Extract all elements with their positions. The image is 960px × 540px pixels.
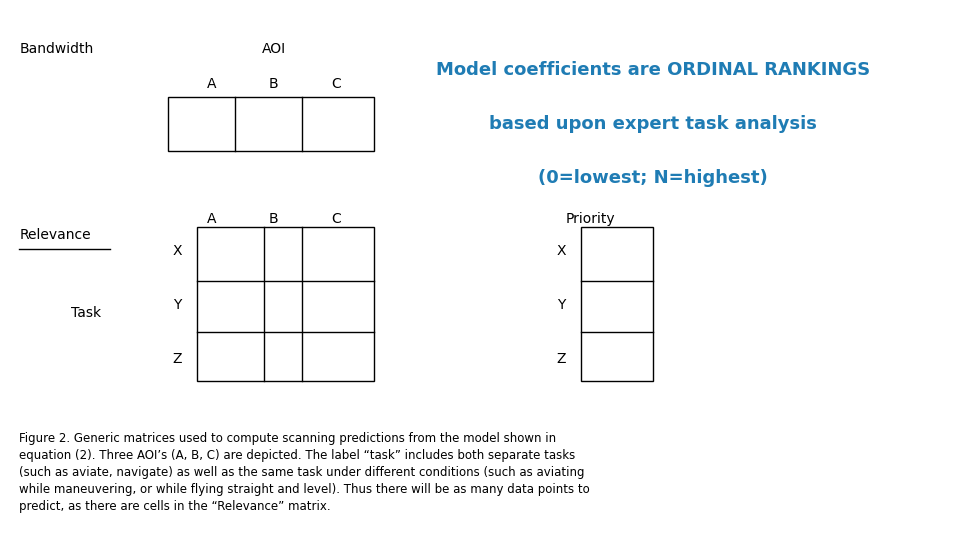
Text: B: B <box>269 212 278 226</box>
Text: X: X <box>557 244 566 258</box>
Text: C: C <box>331 212 341 226</box>
Text: Figure 2. Generic matrices used to compute scanning predictions from the model s: Figure 2. Generic matrices used to compu… <box>19 432 590 513</box>
Text: based upon expert task analysis: based upon expert task analysis <box>489 115 817 133</box>
Bar <box>581 227 653 381</box>
Text: A: A <box>206 77 216 91</box>
Text: X: X <box>173 244 182 258</box>
Text: B: B <box>269 77 278 91</box>
Text: Priority: Priority <box>565 212 615 226</box>
Bar <box>197 227 374 381</box>
Text: (0=lowest; N=highest): (0=lowest; N=highest) <box>538 169 768 187</box>
Text: Relevance: Relevance <box>19 228 91 242</box>
Text: Z: Z <box>173 352 182 366</box>
Text: Z: Z <box>557 352 566 366</box>
Text: Model coefficients are ORDINAL RANKINGS: Model coefficients are ORDINAL RANKINGS <box>436 61 870 79</box>
Bar <box>168 97 374 151</box>
Text: Bandwidth: Bandwidth <box>19 42 93 56</box>
Text: AOI: AOI <box>261 42 286 56</box>
Text: Y: Y <box>174 298 181 312</box>
Text: A: A <box>206 212 216 226</box>
Text: Y: Y <box>558 298 565 312</box>
Text: C: C <box>331 77 341 91</box>
Text: Task: Task <box>71 306 102 320</box>
